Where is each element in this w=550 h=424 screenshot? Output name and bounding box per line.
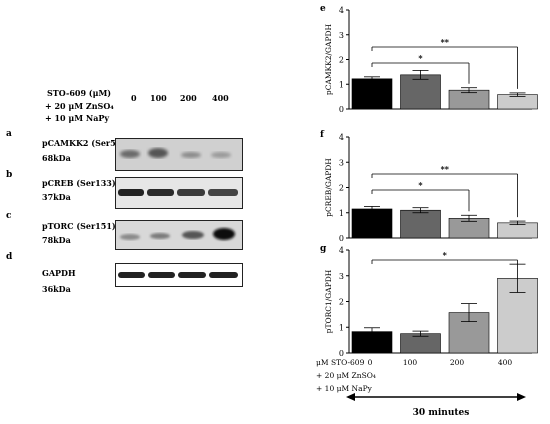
blot-a-image <box>115 138 243 171</box>
band-b-100 <box>147 189 174 196</box>
treatment-line-1: STO-609 (μM) <box>47 88 112 98</box>
sig-label-0: * <box>418 53 423 63</box>
y-tick-label-3: 3 <box>339 31 344 40</box>
y-tick-label-3: 3 <box>339 158 344 167</box>
blot-a-protein: pCAMKK2 (Ser511) <box>42 138 131 148</box>
x-axis-labels: μM STO-609 + 20 μM ZnSO₄ + 10 μM NaPy 0 100 2… <box>316 358 512 393</box>
bar-100 <box>400 209 441 239</box>
bar-0 <box>351 78 393 110</box>
y-tick-label-1: 1 <box>339 323 344 332</box>
blot-d-size: 36kDa <box>42 284 71 294</box>
dose-label-400: 400 <box>212 93 229 103</box>
blot-d-image <box>115 263 243 287</box>
y-tick-label-4: 4 <box>339 246 344 255</box>
y-axis-label: pCAMKK2/GAPDH <box>324 23 333 95</box>
blot-c-size: 78kDa <box>42 235 71 245</box>
band-a-0 <box>120 150 140 158</box>
x-axis-title-line-3: + 10 μM NaPy <box>316 384 373 393</box>
band-b-400 <box>208 189 238 196</box>
sig-label-0: * <box>418 180 423 190</box>
bar-400 <box>497 94 538 110</box>
y-tick-label-0: 0 <box>339 349 344 358</box>
x-axis-title-line-1: μM STO-609 <box>316 358 365 367</box>
blot-d-bands <box>118 272 238 278</box>
x-tick-label-100: 100 <box>403 358 418 367</box>
band-c-100 <box>150 233 170 239</box>
panel-letter-c: c <box>6 211 12 221</box>
x-tick-label-0: 0 <box>368 358 373 367</box>
panel-letter-b: b <box>6 170 13 180</box>
band-d-100 <box>148 272 175 278</box>
band-d-0 <box>118 272 145 278</box>
band-c-0 <box>120 234 140 240</box>
band-a-400 <box>211 152 231 158</box>
bar-100 <box>400 74 441 110</box>
x-tick-label-200: 200 <box>450 358 465 367</box>
y-tick-label-4: 4 <box>339 133 344 142</box>
blot-c-bands <box>120 228 235 240</box>
sig-label-0: * <box>443 250 448 260</box>
timeline-arrow <box>346 393 526 401</box>
blot-b-protein: pCREB (Ser133) <box>42 178 116 188</box>
band-c-200 <box>182 231 204 239</box>
band-d-400 <box>209 272 238 278</box>
y-tick-label-4: 4 <box>339 6 344 15</box>
blot-a-size: 68kDa <box>42 153 71 163</box>
y-tick-label-1: 1 <box>339 209 344 218</box>
y-axis-label: pCREB/GAPDH <box>324 158 333 217</box>
timeline-label: 30 minutes <box>413 408 470 418</box>
x-axis-title-line-2: + 20 μM ZnSO₄ <box>316 371 376 380</box>
panel-letter-g: g <box>320 244 327 254</box>
blot-d-protein: GAPDH <box>42 268 76 278</box>
treatment-line-3: + 10 μM NaPy <box>45 113 110 123</box>
band-d-200 <box>178 272 206 278</box>
treatment-line-2: + 20 μM ZnSO₄ <box>45 101 114 111</box>
y-axis-label: pTORC1/GAPDH <box>324 269 333 333</box>
panel-letter-d: d <box>6 252 13 262</box>
x-tick-label-400: 400 <box>498 358 513 367</box>
band-b-0 <box>118 189 144 196</box>
band-a-100 <box>148 148 168 158</box>
bar-0 <box>351 208 393 239</box>
band-b-200 <box>177 189 205 196</box>
y-tick-label-0: 0 <box>339 105 344 114</box>
blot-b-image <box>115 177 243 209</box>
blot-c-protein: pTORC (Ser151) <box>42 221 116 231</box>
blot-b-bands <box>118 189 238 196</box>
blot-a-bands <box>120 148 231 158</box>
bar-400 <box>497 222 538 239</box>
panel-letter-e: e <box>320 4 326 14</box>
y-tick-label-2: 2 <box>339 56 344 65</box>
sig-label-1: ** <box>441 164 450 174</box>
y-tick-label-0: 0 <box>339 234 344 243</box>
dose-label-200: 200 <box>180 93 197 103</box>
blot-c-image <box>115 220 243 250</box>
y-tick-label-3: 3 <box>339 272 344 281</box>
panel-letter-a: a <box>6 129 12 139</box>
y-tick-label-2: 2 <box>339 184 344 193</box>
blot-b-size: 37kDa <box>42 192 71 202</box>
dose-label-0: 0 <box>131 93 137 103</box>
chart-g: 0 1 2 3 4 pTORC1/GAPDH * <box>324 246 538 358</box>
y-tick-label-2: 2 <box>339 298 344 307</box>
band-c-400 <box>213 228 235 240</box>
panel-letter-f: f <box>320 130 325 140</box>
sig-label-1: ** <box>441 37 450 47</box>
y-tick-label-1: 1 <box>339 80 344 89</box>
dose-label-100: 100 <box>150 93 167 103</box>
band-a-200 <box>181 152 201 158</box>
